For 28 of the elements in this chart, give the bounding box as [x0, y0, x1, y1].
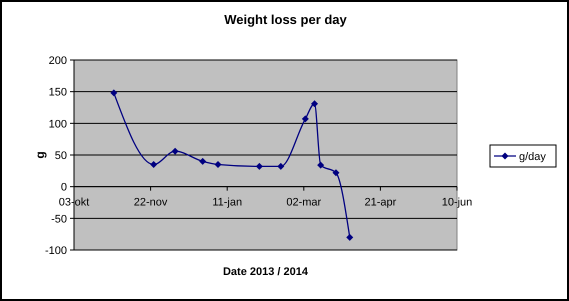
point — [214, 161, 222, 168]
y-tick-label: 0 — [60, 182, 67, 194]
point — [110, 89, 118, 96]
y-tick-label: 50 — [54, 150, 67, 162]
y-tick-label: -50 — [51, 213, 67, 226]
point — [199, 158, 206, 165]
y-tick-label: -100 — [44, 245, 67, 257]
point — [302, 115, 309, 122]
point — [317, 162, 324, 169]
point — [150, 161, 158, 168]
y-tick-label: 100 — [48, 118, 67, 130]
x-tick-label: 11-jan — [212, 196, 242, 209]
point — [277, 162, 284, 170]
point — [172, 148, 179, 155]
point — [332, 169, 340, 176]
y-tick-label: 200 — [48, 55, 67, 67]
x-axis-title: Date 2013 / 2014 — [222, 266, 309, 278]
x-tick-label: 21-apr — [364, 196, 397, 209]
y-axis-title: g — [33, 151, 47, 159]
x-tick-label: 22-nov — [134, 196, 168, 209]
point — [256, 162, 263, 170]
x-tick-label: 02-mar — [286, 196, 322, 209]
chart-title: Weight loss per day — [224, 12, 348, 27]
x-tick-label: 10-jun — [442, 196, 472, 209]
legend-label: g/day — [519, 151, 546, 163]
point — [311, 100, 318, 108]
point — [346, 234, 354, 241]
y-tick-label: 150 — [48, 86, 67, 99]
